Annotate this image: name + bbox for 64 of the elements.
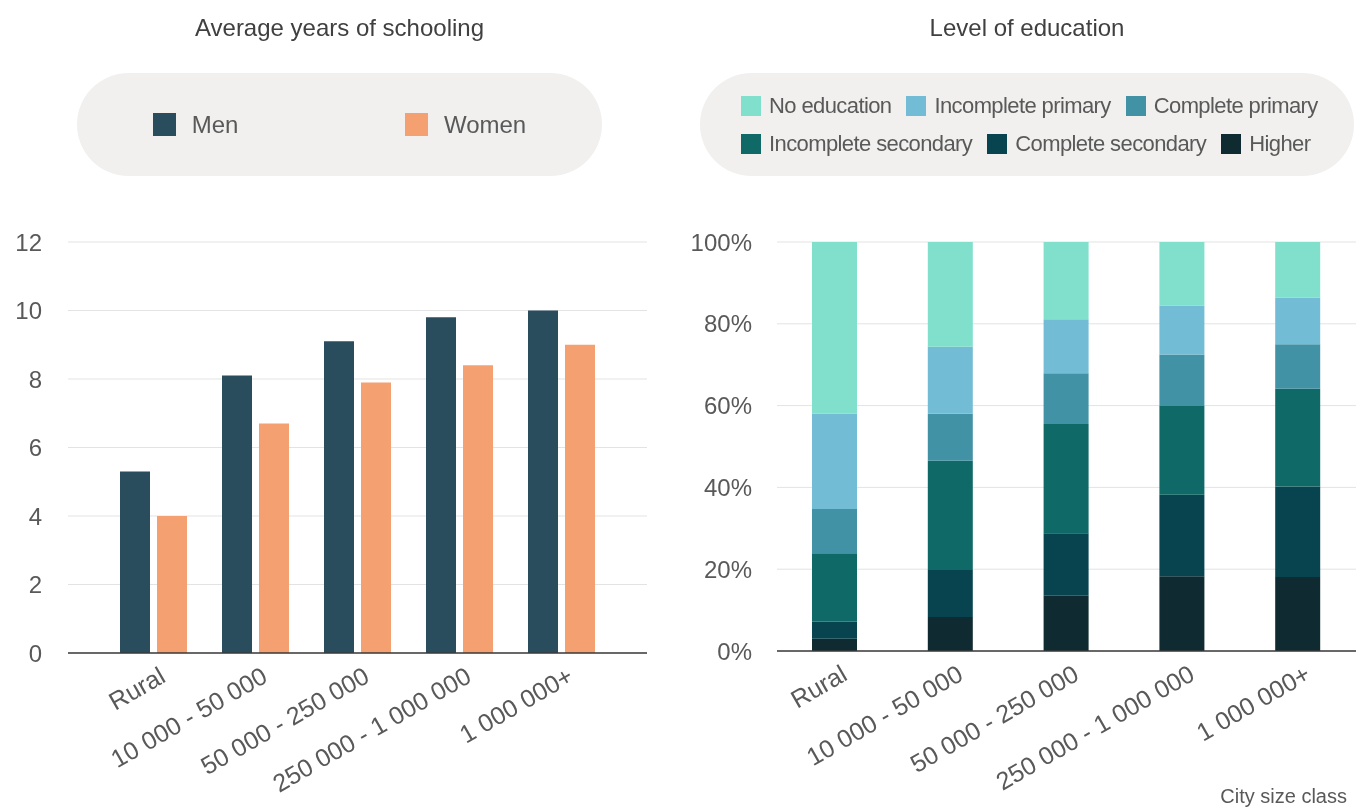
bar: [812, 413, 857, 510]
y-tick-label: 4: [28, 502, 42, 530]
y-tick-label: 0: [28, 639, 42, 667]
legend-label: Incomplete secondary: [769, 130, 973, 157]
bar: [157, 516, 187, 653]
chart-title: Level of education: [929, 14, 1125, 41]
bar: [927, 460, 973, 571]
bar: [1275, 344, 1321, 389]
bar: [927, 617, 973, 651]
y-tick-label: 0%: [717, 637, 752, 665]
bar: [324, 341, 354, 653]
y-tick-label: 8: [28, 365, 42, 393]
bar: [120, 471, 150, 653]
y-tick-label: 80%: [703, 310, 752, 338]
legend-label: No education: [769, 92, 892, 119]
bar: [1275, 486, 1321, 577]
bar: [528, 310, 558, 653]
bar: [1043, 595, 1089, 651]
bar: [1275, 242, 1321, 298]
legend-label: Complete primary: [1153, 92, 1318, 119]
bar: [1159, 576, 1205, 651]
bar: [812, 242, 857, 414]
y-tick-label: 10: [15, 297, 42, 325]
bar: [1043, 242, 1089, 320]
y-tick-label: 60%: [703, 392, 752, 420]
bar: [1159, 494, 1205, 577]
bar: [1043, 319, 1089, 374]
bar: [812, 509, 857, 554]
y-tick-label: 100%: [690, 228, 752, 256]
bar: [1043, 424, 1089, 534]
bar: [1275, 388, 1321, 487]
bar: [1159, 242, 1205, 306]
legend-label: Complete secondary: [1015, 130, 1207, 157]
bar: [1043, 533, 1089, 596]
bar: [222, 375, 252, 653]
bar: [812, 553, 857, 622]
y-tick-label: 20%: [703, 555, 752, 583]
x-axis-title: City size class: [1220, 785, 1347, 807]
bar: [565, 344, 595, 653]
bar: [927, 570, 973, 618]
bar: [1159, 406, 1205, 495]
bar: [1043, 373, 1089, 425]
bar: [1275, 297, 1321, 345]
bar: [812, 621, 857, 639]
bar: [426, 317, 456, 653]
chart-title: Average years of schooling: [194, 14, 485, 41]
bar: [259, 423, 289, 653]
y-tick-label: 12: [15, 228, 42, 256]
bar: [812, 638, 857, 651]
bar: [927, 346, 973, 414]
bar: [1275, 576, 1321, 651]
y-tick-label: 2: [28, 571, 42, 599]
bar: [361, 382, 391, 653]
legend-label: Higher: [1249, 130, 1311, 157]
y-tick-label: 40%: [703, 473, 752, 501]
legend-label: Men: [191, 110, 239, 138]
legend-label: Women: [443, 110, 527, 138]
y-tick-label: 6: [28, 434, 42, 462]
bar: [927, 242, 973, 347]
bar: [927, 413, 973, 461]
bar: [463, 365, 493, 653]
bar: [1159, 354, 1205, 407]
bar: [1159, 305, 1205, 355]
legend-label: Incomplete primary: [934, 92, 1111, 119]
